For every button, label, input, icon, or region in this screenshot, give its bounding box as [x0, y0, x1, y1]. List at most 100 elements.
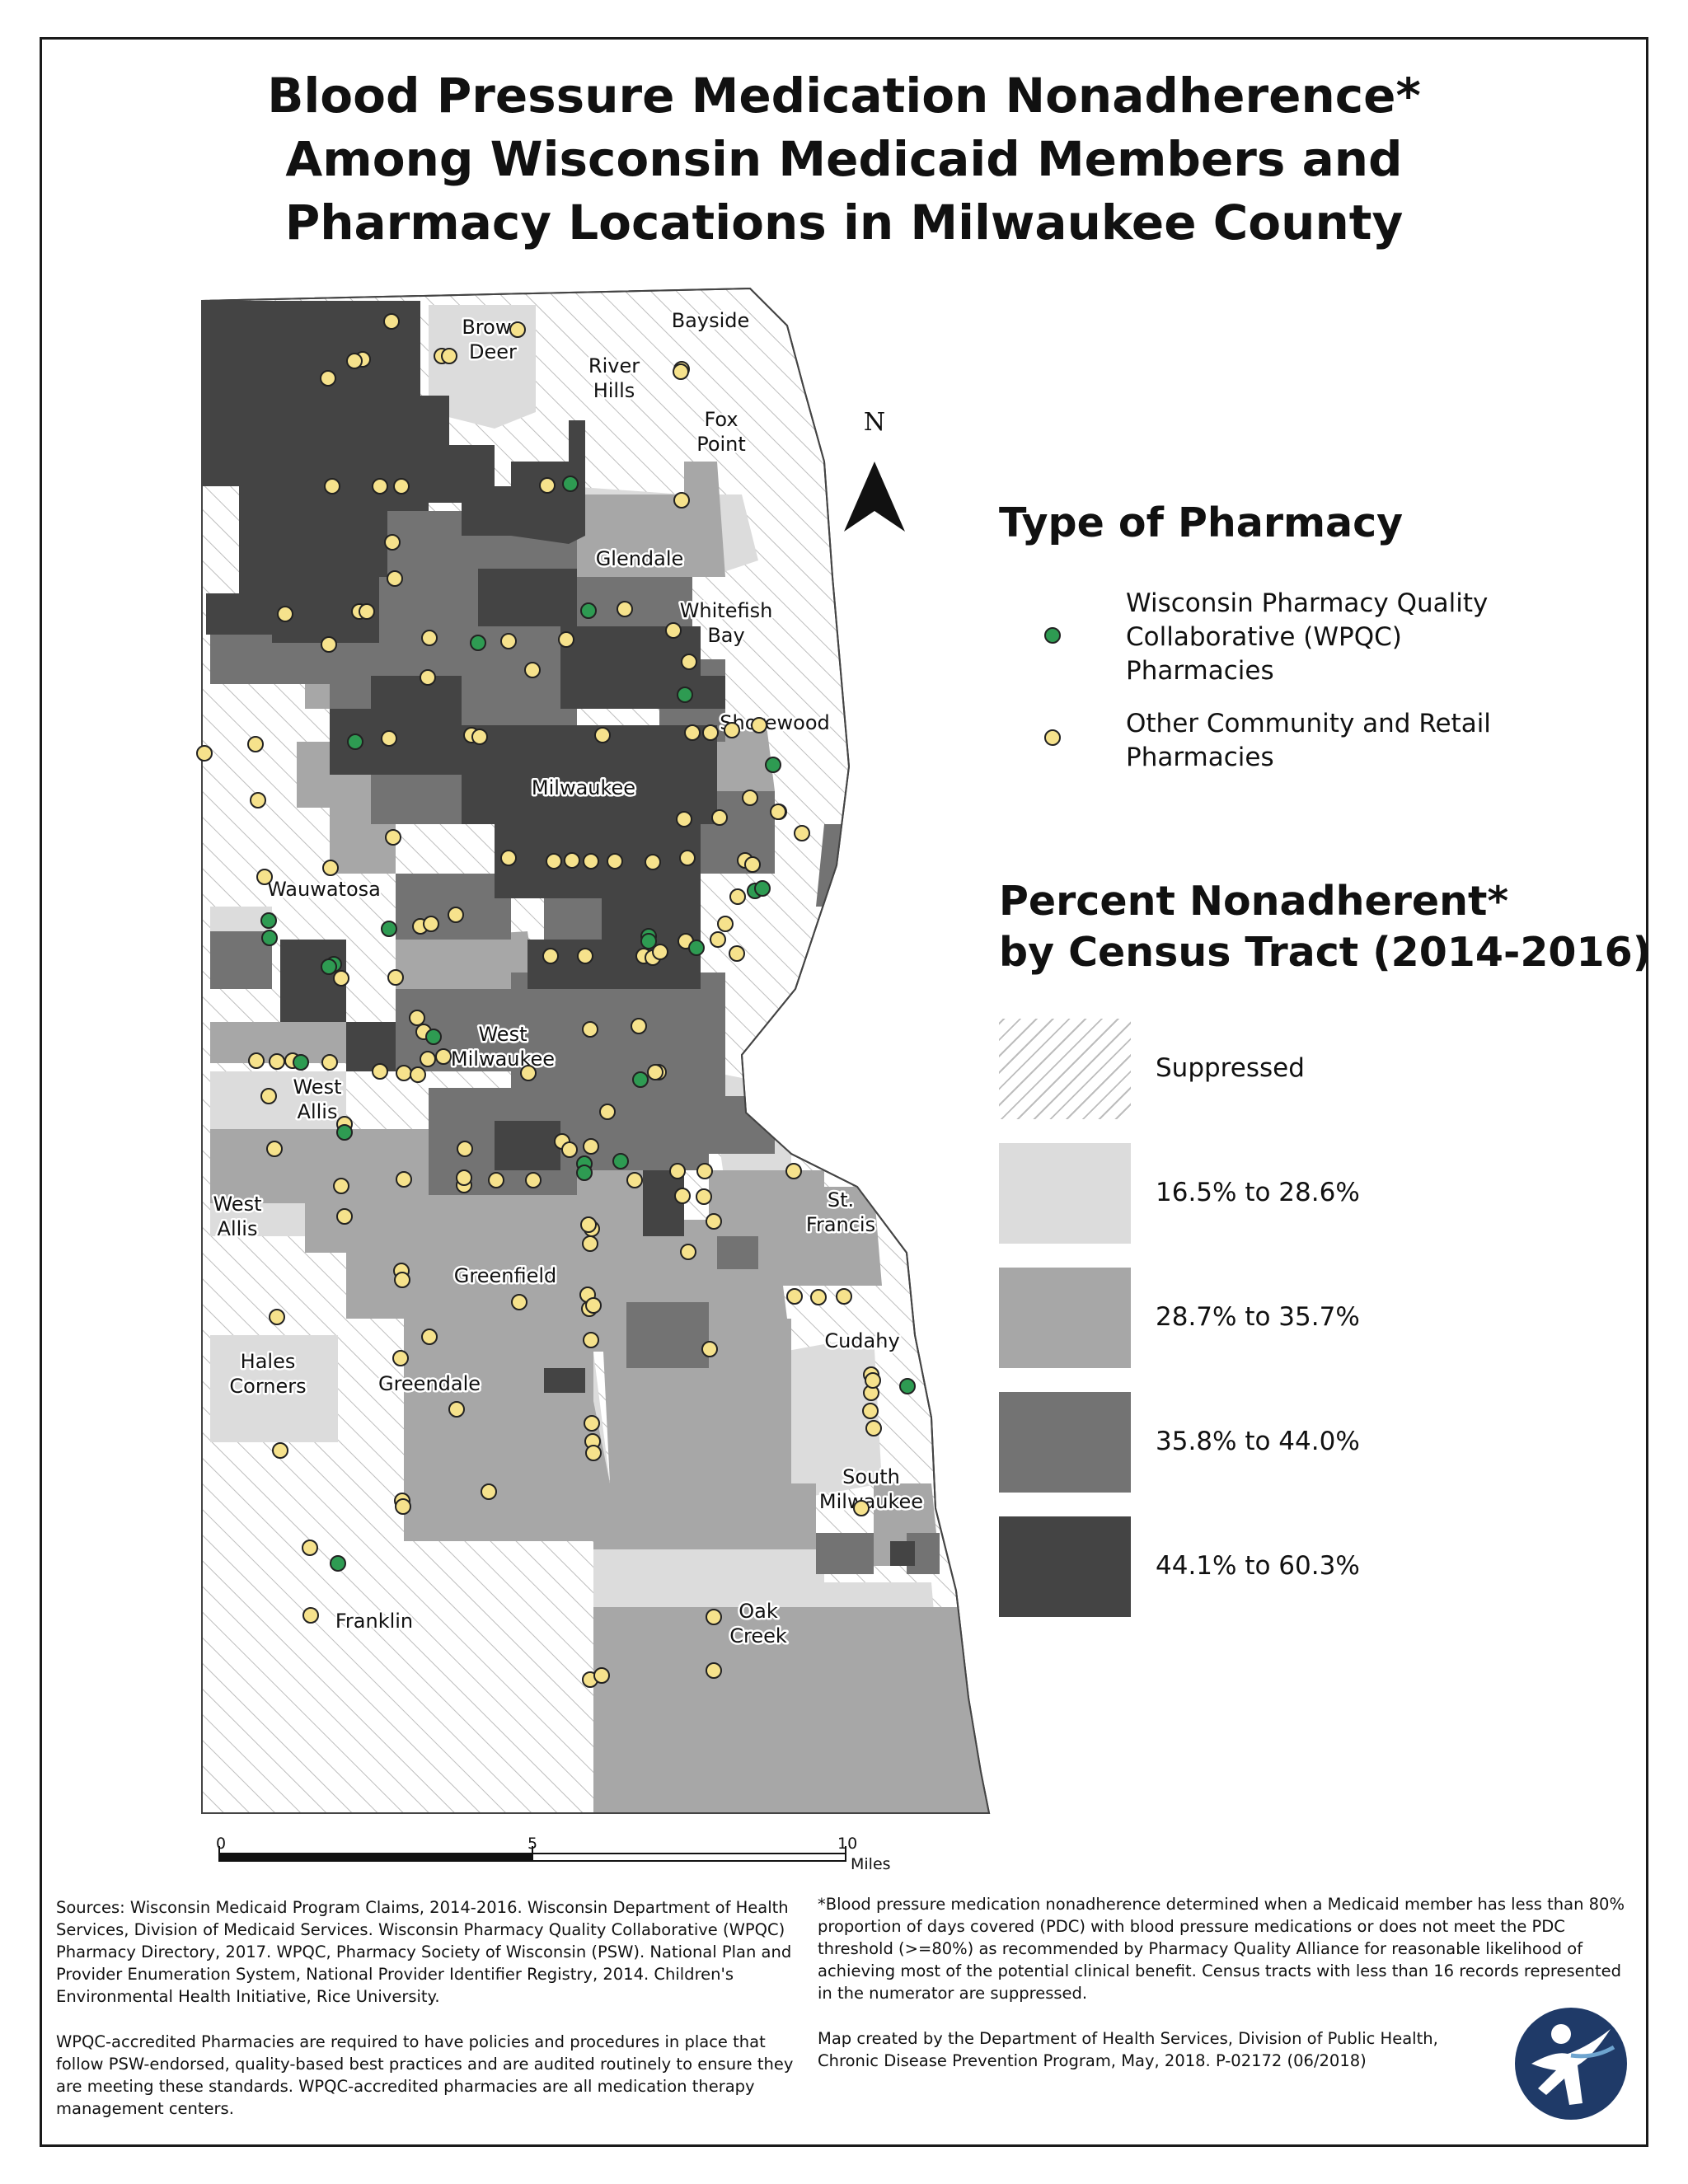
other-pharmacy-point: [696, 1163, 713, 1179]
other-pharmacy-point: [751, 717, 767, 733]
other-pharmacy-point: [631, 1018, 647, 1034]
other-pharmacy-point: [626, 1172, 643, 1188]
other-pharmacy-point: [448, 1401, 465, 1418]
other-pharmacy-point: [269, 1309, 285, 1325]
other-pharmacy-point: [607, 853, 623, 869]
other-pharmacy-point: [711, 809, 728, 826]
other-pharmacy-point: [421, 630, 438, 646]
other-pharmacy-point: [582, 1021, 598, 1038]
wpqc-pharmacy-point: [677, 687, 693, 703]
tract-mid: [210, 1022, 346, 1063]
scale-tick-10: 10: [837, 1835, 858, 1853]
other-pharmacy-point: [248, 1052, 265, 1069]
place-label-river-hills: River Hills: [588, 354, 640, 402]
wpqc-pharmacy-point: [576, 1165, 593, 1181]
other-pharmacy-point: [256, 869, 273, 885]
other-pharmacy-point: [385, 829, 401, 846]
place-label-cudahy: Cudahy: [824, 1329, 899, 1352]
title-line-2: Among Wisconsin Medicaid Members and: [285, 131, 1403, 187]
other-pharmacy-point: [786, 1288, 803, 1305]
other-pharmacy-point: [333, 970, 349, 987]
tract-mid: [404, 1483, 602, 1541]
other-pharmacy-point: [853, 1500, 870, 1516]
percent-legend-title: Percent Nonadherent* by Census Tract (20…: [999, 876, 1651, 978]
other-pharmacy-point: [558, 631, 574, 648]
other-pharmacy-point: [647, 1064, 663, 1080]
other-pharmacy-point: [387, 969, 404, 986]
tract-darkest: [346, 1022, 396, 1071]
other-pharmacy-point: [665, 622, 682, 639]
other-pharmacy-point: [471, 729, 488, 745]
other-pharmacy-point: [250, 792, 266, 808]
sources-notes: Sources: Wisconsin Medicaid Program Clai…: [56, 1896, 798, 2143]
other-pharmacy-point: [524, 662, 541, 678]
other-pharmacy-point: [794, 825, 810, 841]
place-label-whitefish-bay: Whitefish Bay: [680, 599, 773, 647]
other-pharmacy-point: [585, 1297, 602, 1314]
other-pharmacy-point: [744, 856, 761, 873]
county-border: [201, 287, 991, 1814]
place-label-milwaukee: Milwaukee: [532, 776, 635, 799]
other-pharmacy-point: [277, 606, 293, 622]
pharmacy-points: [196, 313, 916, 1688]
tract-mid: [701, 725, 775, 808]
other-pharmacy-point: [346, 353, 363, 369]
other-pharmacy-point: [706, 1609, 722, 1625]
wpqc-pharmacy-point: [321, 958, 337, 975]
other-pharmacy-point: [680, 1244, 696, 1260]
place-label-fox-point: Fox Point: [696, 408, 746, 456]
map-title: Blood Pressure Medication Nonadherence* …: [165, 64, 1523, 255]
sources-text: Sources: Wisconsin Medicaid Program Clai…: [56, 1898, 792, 2006]
tract-darkest: [684, 676, 725, 709]
other-pharmacy-point: [583, 853, 599, 869]
other-pharmacy-point: [393, 478, 410, 494]
other-pharmacy-point: [706, 1662, 722, 1679]
other-pharmacy-point: [539, 477, 556, 494]
other-pharmacy-point: [395, 1498, 411, 1515]
other-pharmacy-point: [696, 1188, 712, 1205]
wpqc-pharmacy-point: [640, 933, 657, 949]
other-pharmacy-point: [333, 1178, 349, 1194]
other-pharmacy-point: [584, 1415, 600, 1432]
other-pharmacy-point: [546, 853, 562, 869]
legend-swatch-1: [999, 1019, 1131, 1119]
other-pharmacy-point: [488, 1172, 504, 1188]
place-label-hales-corners: Hales Corners: [229, 1350, 306, 1398]
place-label-brown-deer: Brown Deer: [462, 316, 523, 363]
other-pharmacy-point: [421, 1329, 438, 1345]
other-pharmacy-point: [862, 1403, 879, 1419]
wpqc-pharmacy-point: [765, 757, 781, 773]
other-label-line-1: Other Community and Retail: [1126, 709, 1491, 738]
other-pharmacy-point: [394, 1272, 410, 1288]
other-pharmacy-point: [674, 1188, 691, 1204]
other-pharmacy-point: [196, 745, 213, 762]
wpqc-pharmacy-point: [330, 1555, 346, 1572]
other-pharmacy-point: [785, 1163, 802, 1179]
scale-bar: [218, 1846, 846, 1862]
other-pharmacy-point: [322, 860, 339, 876]
other-pharmacy-point: [509, 321, 526, 338]
tract-dark: [709, 1096, 775, 1154]
other-pharmacy-point: [542, 948, 559, 964]
percent-title-line-1: Percent Nonadherent*: [999, 878, 1509, 925]
other-pharmacy-point: [500, 850, 517, 866]
tract-mid: [560, 462, 725, 577]
other-pharmacy-point: [409, 1010, 425, 1026]
other-pharmacy-point: [481, 1483, 497, 1500]
tract-darkest: [462, 725, 717, 824]
wpqc-pharmacy-point: [899, 1378, 916, 1394]
tract-darkest: [495, 1121, 560, 1170]
wpqc-pharmacy-point: [347, 733, 363, 750]
other-pharmacy-point: [865, 1372, 881, 1389]
tract-darkest: [643, 1170, 684, 1236]
place-label-wauwatosa: Wauwatosa: [267, 878, 381, 901]
tract-mid: [346, 1236, 593, 1319]
other-legend-dot: [1044, 729, 1061, 746]
dhs-logo: [1515, 2008, 1627, 2120]
tract-darkest: [544, 1368, 585, 1393]
other-pharmacy-point: [810, 1289, 827, 1305]
other-pharmacy-point: [456, 1169, 472, 1186]
other-pharmacy-point: [500, 633, 517, 649]
wpqc-pharmacy-point: [293, 1054, 309, 1071]
other-pharmacy-point: [266, 1141, 283, 1157]
